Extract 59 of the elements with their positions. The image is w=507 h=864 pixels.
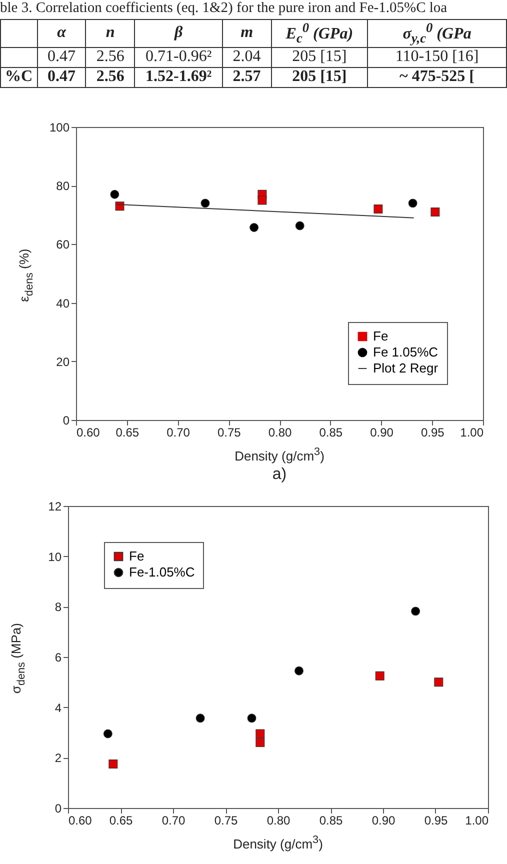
legend-label: Fe bbox=[373, 328, 388, 344]
category-label: α bbox=[37, 20, 86, 48]
x-tick-label: 0.75 bbox=[217, 426, 242, 440]
y-tick-label: 80 bbox=[56, 179, 70, 194]
text: 205 [15] bbox=[292, 68, 347, 86]
text: 0.47 bbox=[47, 68, 76, 86]
text: ~ 475-525 [ bbox=[400, 68, 475, 86]
legend-label: Fe bbox=[129, 548, 144, 564]
x-tick-label: 0.70 bbox=[162, 814, 186, 828]
y-tick-label: 0 bbox=[54, 802, 62, 816]
x-tick-label: 0.75 bbox=[214, 814, 238, 828]
x-tick-label: 0.80 bbox=[268, 426, 292, 440]
y-tick-label: 12 bbox=[48, 500, 62, 514]
text: 2.57 bbox=[232, 68, 261, 86]
x-tick-label: 1.00 bbox=[465, 814, 489, 828]
text: 2.56 bbox=[96, 68, 124, 86]
y-tick-label: 2 bbox=[54, 751, 62, 766]
y-tick-label: 6 bbox=[54, 650, 62, 664]
y-tick-label: 20 bbox=[56, 354, 70, 369]
y-tick-label: 60 bbox=[56, 238, 70, 252]
category-label: E$_{c}$$^{0}$ (GPa) bbox=[271, 20, 368, 48]
text: %C bbox=[5, 68, 33, 86]
y-tick-label: 10 bbox=[48, 550, 62, 564]
text: 205 [15] bbox=[292, 48, 347, 66]
x-tick-label: 1.00 bbox=[460, 426, 484, 440]
y-tick-label: 4 bbox=[54, 700, 62, 715]
x-axis-title: Density (g/cm$^{3}$) bbox=[232, 834, 324, 852]
y-tick-label: 100 bbox=[49, 120, 70, 134]
text: 1.52-1.69² bbox=[146, 68, 212, 86]
legend-label: Fe 1.05%C bbox=[373, 344, 438, 360]
x-tick-label: 0.85 bbox=[319, 814, 343, 828]
text: a) bbox=[271, 466, 288, 484]
legend-label: Fe-1.05%C bbox=[129, 564, 195, 580]
x-tick-label: 0.90 bbox=[370, 426, 394, 440]
x-tick-label: 0.95 bbox=[420, 426, 445, 440]
category-label: σ$_{y,c}$$^{0}$ (GPa bbox=[368, 20, 506, 48]
text: ble 3. Correlation coefficients (eq. 1&2) for the pure iron and Fe-1.05%C loa bbox=[0, 0, 448, 17]
x-tick-label: 0.95 bbox=[424, 814, 448, 828]
text: 2.56 bbox=[96, 48, 124, 66]
x-tick-label: 0.65 bbox=[116, 426, 140, 440]
x-tick-label: 0.60 bbox=[68, 814, 92, 828]
y-tick-label: 40 bbox=[56, 296, 70, 310]
x-tick-label: 0.85 bbox=[319, 426, 343, 440]
legend-label: Plot 2 Regr bbox=[373, 360, 439, 376]
x-tick-label: 0.65 bbox=[109, 814, 133, 828]
category-label: m bbox=[222, 20, 272, 48]
x-tick-label: 0.70 bbox=[166, 426, 190, 440]
x-axis-title: Density (g/cm$^{3}$) bbox=[234, 446, 326, 464]
text: 0.71-0.96² bbox=[146, 48, 212, 66]
text: 0.47 bbox=[47, 48, 76, 66]
x-tick-label: 0.90 bbox=[372, 814, 396, 828]
text: 2.04 bbox=[232, 48, 261, 66]
x-tick-label: 0.80 bbox=[266, 814, 290, 828]
x-tick-label: 0.60 bbox=[76, 426, 100, 440]
y-tick-label: 8 bbox=[54, 600, 62, 614]
y-tick-label: 0 bbox=[62, 414, 70, 428]
category-label: n bbox=[86, 20, 135, 48]
text: 110-150 [16] bbox=[395, 48, 479, 66]
category-label: β bbox=[134, 20, 222, 48]
